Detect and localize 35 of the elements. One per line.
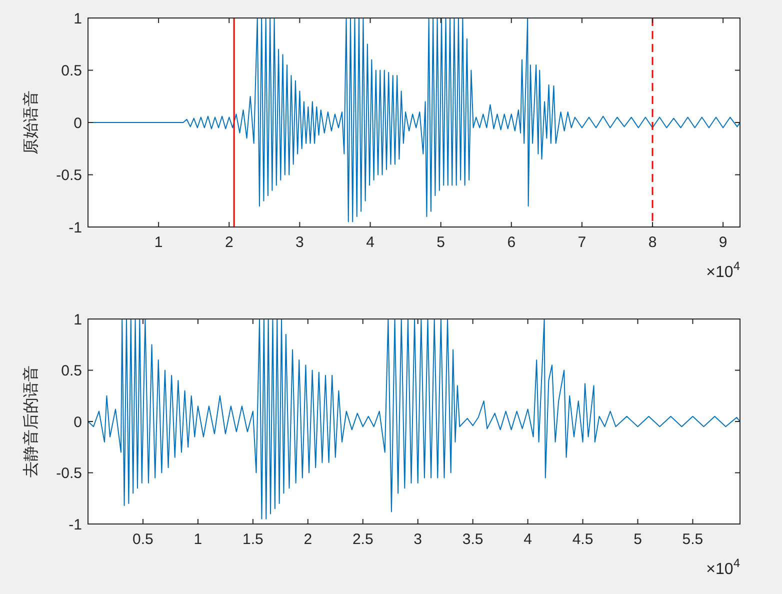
x-tick-label: 4 [524,531,532,548]
x-tick-label: 5.5 [682,531,704,548]
x-tick-label: 3.5 [462,531,484,548]
x-tick-label: 3 [296,234,304,251]
x-tick-label: 2.5 [352,531,374,548]
y-tick-label: 0 [74,414,82,431]
line-series [88,319,740,520]
y-tick-label: 1 [74,311,82,328]
x-tick-label: 9 [718,234,728,251]
x-tick-label: 8 [648,234,657,251]
x-tick-label: 1.5 [242,531,264,548]
x-tick-label: 6 [507,234,516,251]
x-tick-label: 2 [224,234,234,251]
x-tick-label: 2 [304,531,312,548]
x-tick-label: 7 [578,234,586,251]
y-tick-label: -0.5 [56,465,82,482]
text: ×10$^{4}$ [706,556,740,578]
y-tick-label: -0.5 [56,167,82,184]
y-tick-label: 0 [74,114,82,132]
x-tick-label: 1 [194,531,202,548]
y-tick-label: -1 [68,219,82,236]
x-tick-label: 0.5 [132,531,154,548]
y-tick-label: 0.5 [61,62,82,80]
y-tick-label: 1 [74,10,82,28]
x-tick-label: 5 [634,531,642,548]
y-axis-title: 去静音后的语音 [22,366,40,478]
x-tick-label: 4 [366,234,374,251]
y-tick-label: 0.5 [61,362,82,380]
x-tick-label: 1 [154,234,163,251]
y-axis-title: 原始语音 [22,90,40,154]
x-tick-label: 3 [414,531,422,548]
x-tick-label: 4.5 [572,531,594,548]
x-tick-label: 5 [436,234,445,251]
text: ×10$^{4}$ [706,259,740,281]
y-tick-label: -1 [68,516,82,534]
